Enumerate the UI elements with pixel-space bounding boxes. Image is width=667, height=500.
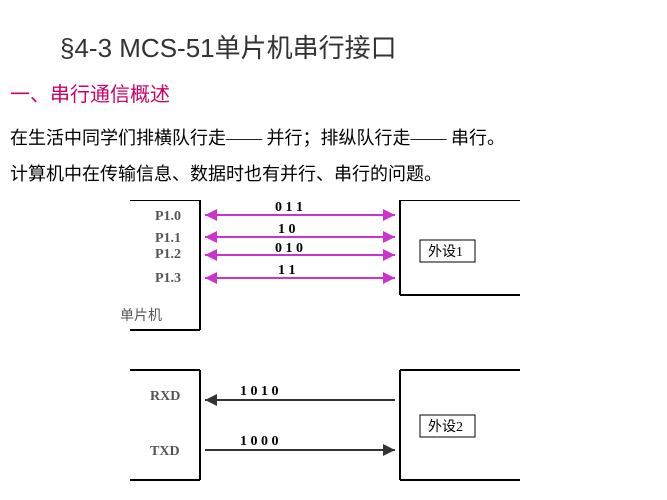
data-parallel-3: 1 1 — [278, 263, 296, 278]
data-parallel-2: 0 1 0 — [275, 241, 303, 256]
pin-rxd: RXD — [150, 389, 180, 404]
pin-p10: P1.0 — [155, 209, 181, 224]
section-subtitle: 一、串行通信概述 — [10, 78, 170, 107]
data-parallel-1: 1 0 — [278, 222, 296, 237]
data-serial-0: 1 0 1 0 — [240, 384, 279, 399]
pin-p11: P1.1 — [155, 231, 181, 246]
pin-p12: P1.2 — [155, 247, 181, 262]
mcu-diagram: P1.0 P1.1 P1.2 P1.3 单片机 RXD TXD 外设1 外设2 … — [100, 200, 560, 490]
pin-p13: P1.3 — [155, 271, 181, 286]
paragraph-1: 在生活中同学们排横队行走—— 并行；排纵队行走—— 串行。 — [10, 124, 505, 150]
paragraph-2: 计算机中在传输信息、数据时也有并行、串行的问题。 — [10, 160, 442, 186]
mcu-label: 单片机 — [120, 308, 162, 324]
periph1-label: 外设1 — [428, 244, 463, 260]
page-title: §4-3 MCS-51单片机串行接口 — [60, 28, 397, 65]
data-serial-1: 1 0 0 0 — [240, 434, 279, 449]
periph2-label: 外设2 — [428, 419, 463, 435]
data-parallel-0: 0 1 1 — [275, 200, 303, 215]
pin-txd: TXD — [150, 444, 180, 459]
